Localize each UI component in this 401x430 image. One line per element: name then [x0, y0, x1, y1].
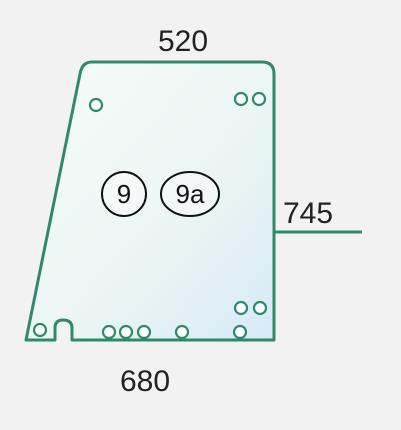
hole [88, 97, 104, 113]
mounting-holes [32, 91, 268, 340]
part-ref-9a: 9a [160, 171, 220, 217]
hole [101, 324, 117, 340]
part-ref-label: 9a [176, 179, 205, 209]
hole [32, 322, 48, 338]
part-ref-9: 9 [101, 171, 147, 217]
part-ref-label: 9 [117, 179, 131, 209]
dimension-bottom: 680 [120, 365, 170, 398]
hole [233, 91, 249, 107]
glass-panel-outline [24, 60, 276, 342]
dimension-right: 745 [283, 197, 333, 230]
dimension-top: 520 [158, 25, 208, 58]
part-ref-circle [160, 171, 220, 217]
hole [174, 324, 190, 340]
hole [118, 324, 134, 340]
hole [233, 300, 249, 316]
hole [136, 324, 152, 340]
part-ref-circle [101, 171, 147, 217]
hole [252, 300, 268, 316]
hole [251, 91, 267, 107]
hole [232, 324, 248, 340]
